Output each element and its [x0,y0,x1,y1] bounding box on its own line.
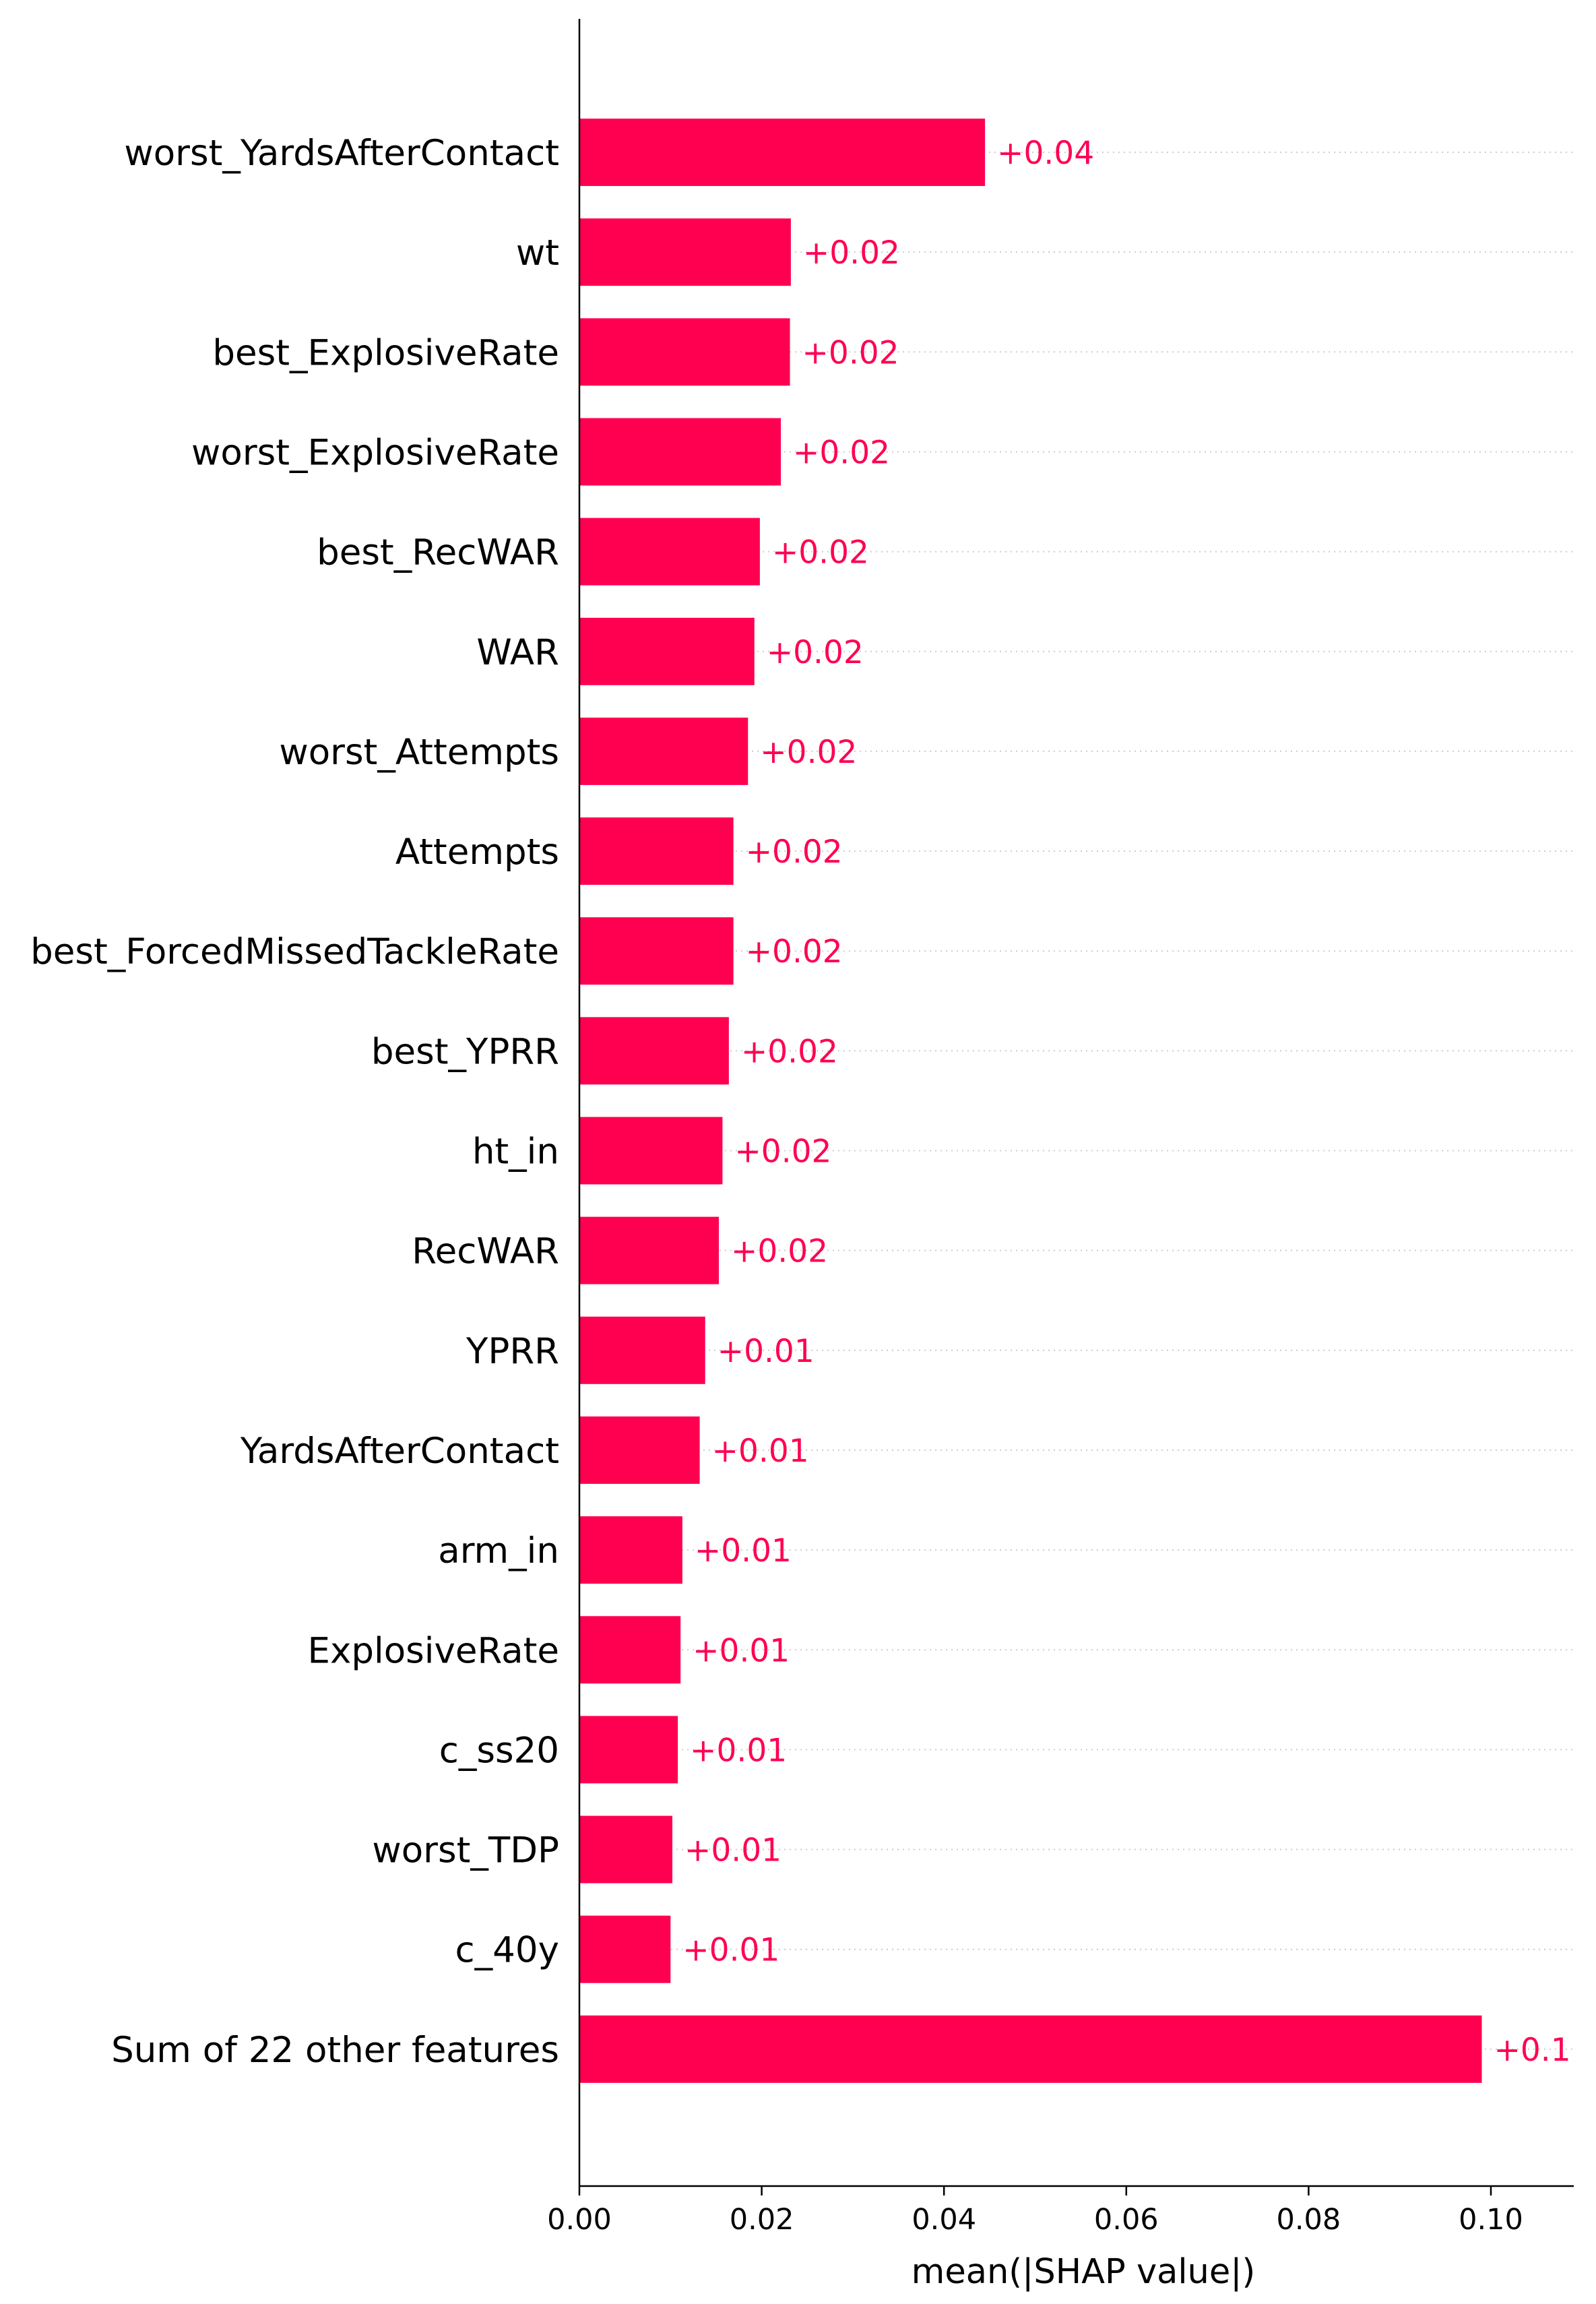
category-label-arm-in: arm_in [438,1530,559,1571]
value-label-c-40y: +0.01 [682,1932,779,1969]
value-label-recwar: +0.02 [731,1233,828,1270]
bar-arm-in [579,1516,682,1584]
value-label-worst-yardsaftercontact: +0.04 [997,135,1094,172]
value-label-best-recwar: +0.02 [772,534,869,571]
x-tick-label-4: 0.08 [1277,2203,1341,2237]
bar-ht-in [579,1117,723,1185]
bar-yardsaftercontact [579,1416,700,1484]
bar-worst-tdp [579,1815,673,1883]
x-ticks: 0.00 0.02 0.04 0.06 0.08 0.10 [547,2186,1523,2237]
value-label-explosiverate: +0.01 [693,1632,790,1669]
category-label-attempts: Attempts [395,832,559,873]
category-label-worst-attempts: worst_Attempts [279,732,559,773]
bar-sum-of-22-other-features [579,2015,1482,2083]
bar-wt [579,218,791,286]
category-label-recwar: RecWAR [412,1231,559,1272]
bar-worst-yardsaftercontact [579,119,986,186]
bar-best-explosiverate [579,318,790,386]
x-tick-label-2: 0.04 [912,2203,976,2237]
value-label-c-ss20: +0.01 [690,1732,787,1769]
value-label-best-forcedmissedtacklerate: +0.02 [746,933,843,970]
bar-attempts [579,817,734,885]
bar-best-recwar [579,518,760,586]
x-tick-label-5: 0.10 [1459,2203,1523,2237]
x-axis-label: mean(|SHAP value|) [912,2252,1256,2292]
bar-best-forcedmissedtacklerate [579,917,734,985]
value-label-wt: +0.02 [803,235,900,272]
value-label-sum-of-22-other-features: +0.1 [1494,2032,1570,2069]
bar-best-yprr [579,1017,729,1085]
bar-worst-explosiverate [579,418,781,486]
category-label-war: WAR [476,632,559,673]
category-label-best-yprr: best_YPRR [371,1031,559,1072]
bar-worst-attempts [579,717,748,785]
bar-yprr [579,1316,705,1384]
value-label-best-explosiverate: +0.02 [802,334,899,371]
category-label-c-ss20: c_ss20 [439,1730,559,1771]
category-label-wt: wt [516,232,559,274]
category-label-yardsaftercontact: YardsAfterContact [240,1431,559,1472]
bar-war [579,617,755,685]
category-label-sum-of-22-other-features: Sum of 22 other features [111,2030,559,2071]
category-label-explosiverate: ExplosiveRate [308,1630,559,1671]
value-label-war: +0.02 [767,634,864,671]
x-tick-label-1: 0.02 [730,2203,794,2237]
value-label-best-yprr: +0.02 [741,1033,838,1070]
bar-c-ss20 [579,1716,678,1784]
value-label-yardsaftercontact: +0.01 [712,1433,809,1470]
bar-c-40y [579,1915,671,1983]
category-label-best-recwar: best_RecWAR [317,532,559,573]
value-label-worst-tdp: +0.01 [684,1832,781,1869]
value-label-arm-in: +0.01 [695,1532,792,1569]
guide-lines [579,152,1574,2050]
x-tick-label-3: 0.06 [1094,2203,1159,2237]
value-labels: +0.04 +0.02 +0.02 +0.02 +0.02 +0.02 +0.02 +0.02… [682,135,1570,2069]
x-tick-label-0: 0.00 [547,2203,612,2237]
value-label-ht-in: +0.02 [734,1133,831,1171]
value-label-attempts: +0.02 [746,834,843,871]
bar-recwar [579,1216,720,1284]
category-label-ht-in: ht_in [472,1131,559,1173]
value-label-worst-attempts: +0.02 [760,734,857,771]
value-label-yprr: +0.01 [717,1333,815,1370]
category-label-worst-explosiverate: worst_ExplosiveRate [191,432,559,473]
category-label-best-explosiverate: best_ExplosiveRate [212,332,559,373]
category-label-worst-tdp: worst_TDP [372,1830,559,1871]
category-label-yprr: YPRR [466,1331,559,1372]
category-label-c-40y: c_40y [455,1930,559,1971]
category-label-worst-yardsaftercontact: worst_YardsAfterContact [124,133,559,174]
value-label-worst-explosiverate: +0.02 [793,434,890,471]
bar-explosiverate [579,1616,681,1684]
bars [579,119,1482,2083]
category-label-best-forcedmissedtacklerate: best_ForcedMissedTackleRate [30,931,559,972]
